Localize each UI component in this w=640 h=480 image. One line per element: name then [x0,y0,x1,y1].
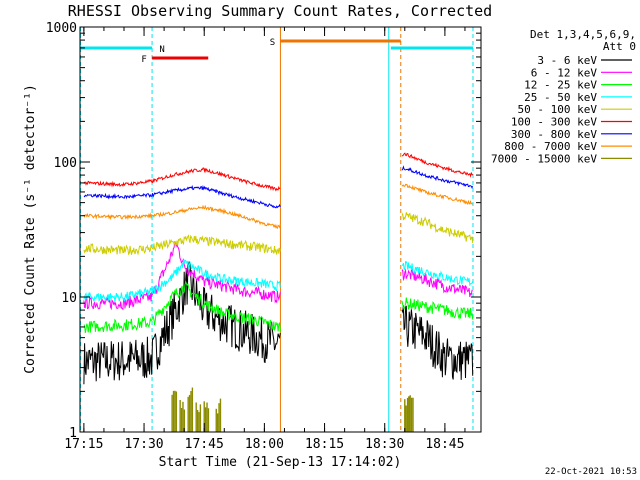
series-line-5 [83,152,474,192]
flag-label-S: S [270,38,275,48]
x-tick-label: 18:30 [365,437,404,452]
chart-title: RHESSI Observing Summary Count Rates, Co… [68,2,492,20]
y-tick-label: 100 [54,156,77,171]
y-tick-label: 1000 [46,21,77,36]
y-axis-label: Corrected Count Rate (s⁻¹ detector⁻¹) [23,84,38,374]
legend-label: 300 - 800 keV [511,128,597,141]
legend-label: 800 - 7000 keV [504,140,597,153]
x-tick-label: 18:00 [245,437,284,452]
legend-label: 3 - 6 keV [537,54,597,67]
x-axis-label: Start Time (21-Sep-13 17:14:02) [159,455,402,470]
series-line-6 [83,165,474,209]
legend-label: 6 - 12 keV [531,66,598,79]
y-tick-label: 10 [61,291,77,306]
x-tick-label: 18:45 [425,437,464,452]
flag-label-N: N [159,45,164,55]
x-tick-label: 17:15 [64,437,103,452]
flag-label-F: F [141,55,146,65]
legend-label: 7000 - 15000 keV [491,152,597,165]
x-tick-label: 18:15 [305,437,344,452]
y-axis: 1 10 100 1000 [46,21,481,441]
series-line-3 [83,259,474,303]
legend-label: 25 - 50 keV [524,91,597,104]
x-tick-label: 17:30 [124,437,163,452]
legend-label: 50 - 100 keV [518,103,598,116]
legend-label: 100 - 300 keV [511,116,597,129]
series-line-7 [83,183,473,230]
legend-header: Att 0 [603,40,636,53]
flag-bars: N F S [80,38,473,65]
series-line-0 [83,261,474,385]
x-tick-label: 17:45 [185,437,224,452]
x-axis: 17:15 17:30 17:45 18:00 18:15 18:30 18:45 [64,27,466,452]
series-line-2 [83,280,474,333]
plot-series-group [83,152,474,432]
plot-frame [79,26,482,433]
legend-label: 12 - 25 keV [524,79,597,92]
timestamp: 22-Oct-2021 10:53 [545,467,637,477]
legend-header: Det 1,3,4,5,6,9, [530,28,636,41]
series-line-4 [83,212,474,256]
y-tick-label: 1 [69,426,77,441]
